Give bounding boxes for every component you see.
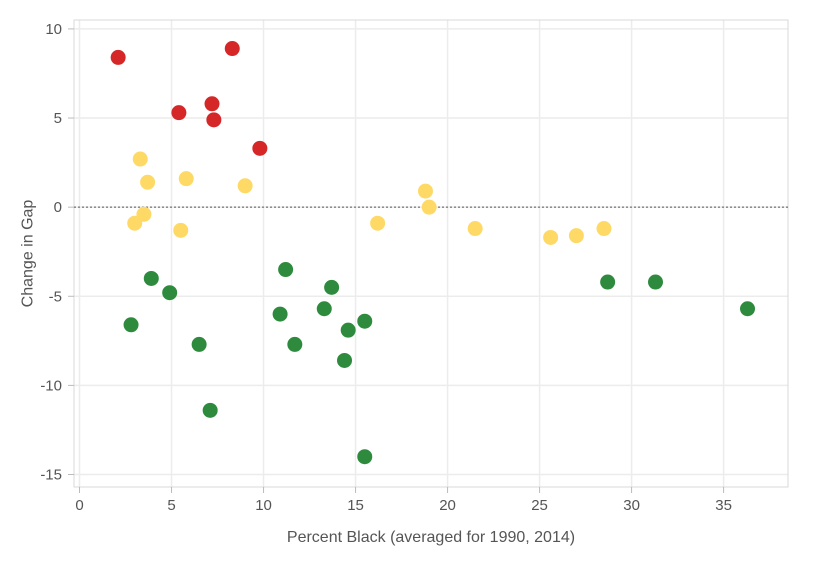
x-axis-title: Percent Black (averaged for 1990, 2014) <box>287 529 575 546</box>
data-point <box>110 49 126 65</box>
data-point <box>237 178 253 194</box>
x-tick-label: 10 <box>255 497 272 514</box>
x-tick-label: 25 <box>531 497 548 514</box>
data-point <box>272 306 288 322</box>
data-point <box>278 262 294 278</box>
data-point <box>316 301 332 317</box>
data-point <box>648 274 664 290</box>
x-tick-label: 15 <box>347 497 364 514</box>
x-tick-label: 30 <box>623 497 640 514</box>
data-points <box>110 41 756 465</box>
data-point <box>740 301 756 317</box>
data-point <box>421 199 437 215</box>
x-tick-label: 35 <box>715 497 732 514</box>
data-point <box>162 285 178 301</box>
data-point <box>127 215 143 231</box>
plot-frame <box>73 19 789 488</box>
data-point <box>143 270 159 286</box>
data-point <box>600 274 616 290</box>
data-point <box>252 140 268 156</box>
data-point <box>202 402 218 418</box>
y-tick-label: -5 <box>49 288 62 305</box>
y-tick-label: 5 <box>54 110 62 127</box>
data-point <box>173 222 189 238</box>
data-point <box>171 105 187 121</box>
y-tick-label: -15 <box>40 467 62 484</box>
x-axis: 0 5 10 15 20 25 30 35 <box>75 487 732 514</box>
data-point <box>467 221 483 237</box>
data-point <box>357 313 373 329</box>
data-point <box>204 96 220 112</box>
data-point <box>417 183 433 199</box>
data-point <box>178 171 194 187</box>
data-point <box>596 221 612 237</box>
data-point <box>543 229 559 245</box>
y-axis: 10 5 0 -5 -10 -15 <box>40 21 74 484</box>
data-point <box>370 215 386 231</box>
data-point <box>136 206 152 222</box>
data-point <box>140 174 156 190</box>
data-point <box>357 449 373 465</box>
grid <box>74 20 788 487</box>
data-point <box>206 112 222 128</box>
data-point <box>287 336 303 352</box>
data-point <box>224 41 240 57</box>
data-point <box>568 228 584 244</box>
data-point <box>123 317 139 333</box>
y-tick-label: -10 <box>40 377 62 394</box>
y-tick-label: 0 <box>54 199 62 216</box>
y-axis-title: Change in Gap <box>20 200 37 308</box>
data-point <box>340 322 356 338</box>
x-tick-label: 5 <box>167 497 175 514</box>
x-tick-label: 0 <box>75 497 83 514</box>
data-point <box>132 151 148 167</box>
data-point <box>191 336 207 352</box>
y-tick-label: 10 <box>45 21 62 38</box>
data-point <box>337 352 353 368</box>
x-tick-label: 20 <box>439 497 456 514</box>
data-point <box>324 279 340 295</box>
